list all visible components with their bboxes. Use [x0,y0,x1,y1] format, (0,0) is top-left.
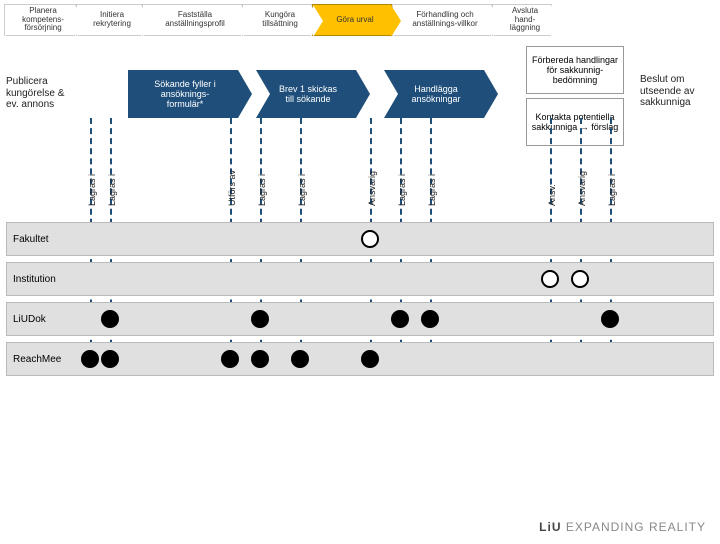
vlabel-10: Lagras i [607,174,617,206]
process-step-0: Planera kompetens-försörjning [4,4,76,36]
process-steps-row: Planera kompetens-försörjningInitiera re… [4,4,720,40]
vlabel-1: Lagras i [107,174,117,206]
vlabel-7: Lagras i [427,174,437,206]
right-decision-text: Beslut om utseende av sakkunniga [640,74,714,109]
process-step-4: Göra urval [312,4,392,36]
left-publish-text: Publicera kungörelse & ev. annons [6,76,76,111]
footer-rest: EXPANDING REALITY [562,520,706,534]
marker-7 [601,310,619,328]
activity-arrow-1: Brev 1 skickas till sökande [256,70,356,118]
marker-13 [361,350,379,368]
marker-0 [361,230,379,248]
process-step-6: Avsluta hand-läggning [492,4,552,36]
vlabel-6: Lagras i [397,174,407,206]
marker-5 [391,310,409,328]
swimlane-institution: Institution [6,262,714,296]
vlabel-3: Lagras i [257,174,267,206]
main-diagram-area: Publicera kungörelse & ev. annons Sökand… [0,46,720,356]
marker-2 [571,270,589,288]
process-step-3: Kungöra tillsättning [242,4,312,36]
marker-4 [251,310,269,328]
marker-3 [101,310,119,328]
activity-arrow-2: Handlägga ansökningar [384,70,484,118]
marker-8 [81,350,99,368]
vlabel-0: Lagras i [87,174,97,206]
vlabel-2: Utförs av [227,170,237,206]
process-step-1: Initiera rekrytering [76,4,142,36]
marker-6 [421,310,439,328]
activity-arrow-0: Sökande fyller i ansöknings-formulär* [128,70,238,118]
marker-12 [291,350,309,368]
swimlane-fakultet: Fakultet [6,222,714,256]
marker-10 [221,350,239,368]
vlabel-5: Ansvarig [367,171,377,206]
right-activity-box-0: Förbereda handlingar för sakkunnig-bedöm… [526,46,624,94]
footer-logo: LiU EXPANDING REALITY [539,520,706,534]
vlabel-9: Ansvarig [577,171,587,206]
process-step-5: Förhandling och anställnings-villkor [392,4,492,36]
marker-1 [541,270,559,288]
footer-bold: LiU [539,520,561,534]
marker-11 [251,350,269,368]
vlabel-4: Lagras i [297,174,307,206]
process-step-2: Fastställa anställningsprofil [142,4,242,36]
vlabel-8: Ansv. [547,184,557,206]
marker-9 [101,350,119,368]
